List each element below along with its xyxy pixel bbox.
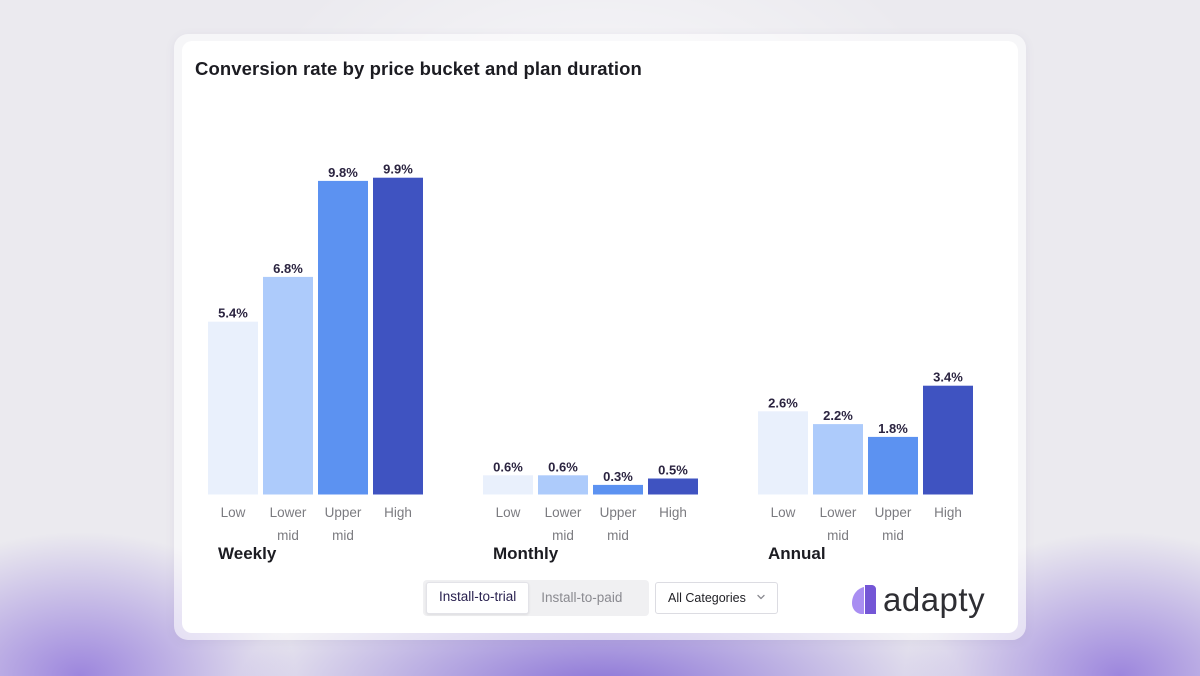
brand-name: adapty <box>883 581 986 618</box>
bar-monthly-low <box>483 475 533 495</box>
data-label: 1.8% <box>878 421 908 436</box>
category-dropdown-value: All Categories <box>668 591 746 605</box>
bar-annual-low <box>758 411 808 495</box>
metric-toggle: Install-to-trial Install-to-paid <box>423 580 649 616</box>
data-label: 9.9% <box>383 162 413 177</box>
bar-chart: 5.4% Low 6.8% Lower mid 9.8% Upper mid 9.9% High W… <box>208 162 973 563</box>
data-label: 5.4% <box>218 306 248 321</box>
data-label: 0.6% <box>548 459 578 474</box>
data-label: 3.4% <box>933 370 963 385</box>
category-label: High <box>659 505 687 520</box>
category-label: High <box>384 505 412 520</box>
category-label: mid <box>827 528 849 543</box>
data-label: 6.8% <box>273 261 303 276</box>
category-label: High <box>934 505 962 520</box>
category-label: mid <box>882 528 904 543</box>
bar-annual-upper-mid <box>868 436 918 495</box>
category-label: Upper <box>600 505 637 520</box>
category-label: Low <box>221 505 246 520</box>
category-label: mid <box>277 528 299 543</box>
data-label: 0.6% <box>493 459 523 474</box>
data-label: 0.3% <box>603 469 633 484</box>
data-label: 0.5% <box>658 463 688 478</box>
category-label: mid <box>332 528 354 543</box>
bar-weekly-low <box>208 321 258 495</box>
group-label-monthly: Monthly <box>493 544 559 563</box>
category-dropdown[interactable]: All Categories <box>655 582 778 614</box>
bar-weekly-upper-mid <box>318 180 368 495</box>
bar-weekly-high <box>373 177 423 495</box>
bar-monthly-high <box>648 478 698 495</box>
category-label: Upper <box>325 505 362 520</box>
bar-annual-lower-mid <box>813 424 863 495</box>
category-label: Lower <box>545 505 582 520</box>
category-label: Low <box>771 505 796 520</box>
group-label-weekly: Weekly <box>218 544 277 563</box>
install-to-trial-option[interactable]: Install-to-trial <box>426 582 530 614</box>
install-to-paid-option[interactable]: Install-to-paid <box>541 590 623 605</box>
chart-title: Conversion rate by price bucket and plan… <box>195 58 642 79</box>
bar-annual-high <box>923 385 973 495</box>
bar-monthly-upper-mid <box>593 484 643 495</box>
category-label: mid <box>552 528 574 543</box>
chevron-down-icon <box>757 594 765 600</box>
category-label: Low <box>496 505 521 520</box>
adapty-logo-icon <box>852 585 876 614</box>
data-label: 2.2% <box>823 408 853 423</box>
adapty-logo: adapty <box>850 579 1000 621</box>
bar-monthly-lower-mid <box>538 475 588 495</box>
category-label: mid <box>607 528 629 543</box>
category-label: Upper <box>875 505 912 520</box>
group-label-annual: Annual <box>768 544 826 563</box>
category-label: Lower <box>820 505 857 520</box>
data-label: 2.6% <box>768 395 798 410</box>
chart-card: Conversion rate by price bucket and plan… <box>182 41 1018 633</box>
category-label: Lower <box>270 505 307 520</box>
bar-weekly-lower-mid <box>263 276 313 495</box>
data-label: 9.8% <box>328 165 358 180</box>
